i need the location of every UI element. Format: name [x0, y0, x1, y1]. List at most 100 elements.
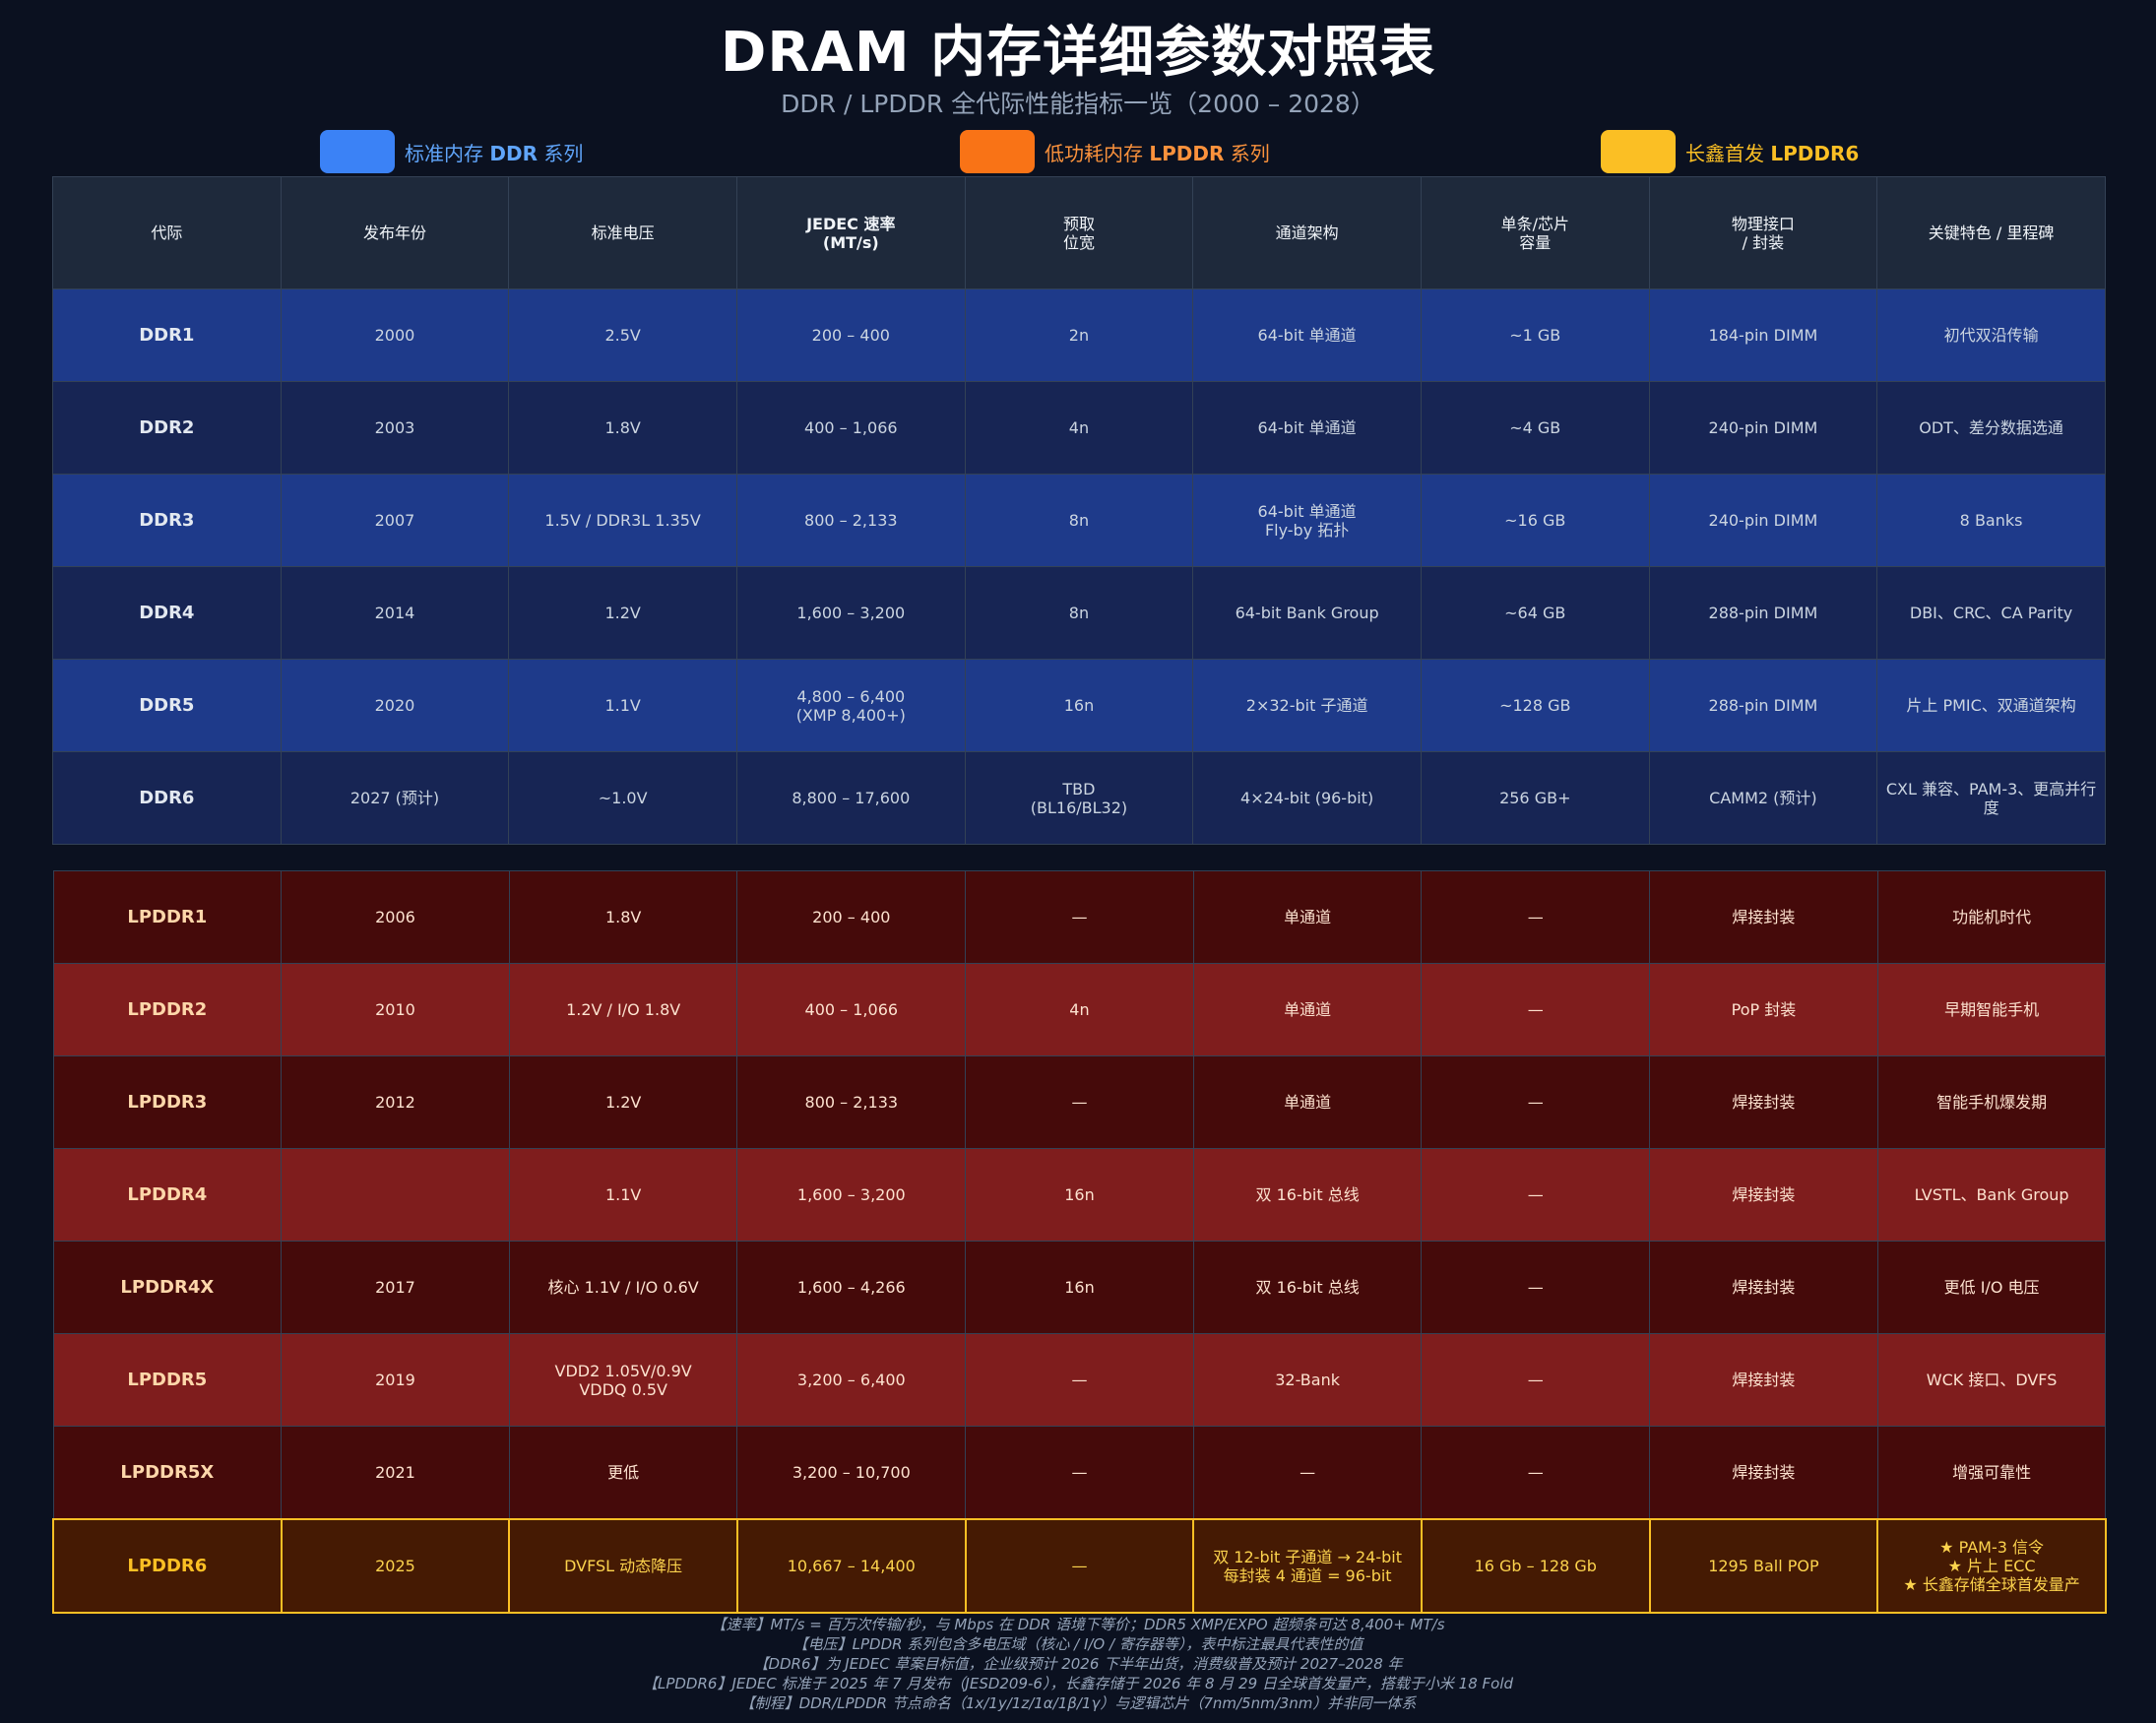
table-cell: 2012	[281, 1055, 510, 1149]
table-cell: 焊接封装	[1649, 1241, 1878, 1334]
table-cell: 64-bit 单通道 Fly-by 拓扑	[1192, 474, 1422, 567]
table-cell: 1.5V / DDR3L 1.35V	[508, 474, 737, 567]
table-cell: 8n	[964, 566, 1194, 660]
table-row: LPDDR2 2010 1.2V / I/O 1.8V 400 – 1,066 4n 单通…	[52, 963, 2107, 1056]
table-cell: 32-Bank	[1192, 1333, 1423, 1427]
table-cell: CXL 兼容、PAM-3、更高并行度	[1876, 751, 2106, 845]
table-cell: —	[1192, 1426, 1423, 1520]
generation-cell: LPDDR3	[52, 1055, 283, 1149]
column-header: 单条/芯片 容量	[1420, 176, 1650, 289]
table-cell: 200 – 400	[735, 288, 966, 382]
generation-cell: DDR1	[52, 288, 282, 382]
generation-cell: DDR3	[52, 474, 282, 567]
table-cell: 1.2V / I/O 1.8V	[508, 963, 738, 1056]
table-cell: 4×24-bit (96-bit)	[1192, 751, 1422, 845]
table-cell: 800 – 2,133	[735, 474, 966, 567]
table-cell: —	[1421, 1055, 1651, 1149]
column-header: 发布年份	[280, 176, 510, 289]
table-cell: 256 GB+	[1420, 751, 1650, 845]
table-cell: 更低 I/O 电压	[1876, 1241, 2107, 1334]
table-cell: —	[1421, 963, 1651, 1056]
table-cell: 焊接封装	[1649, 870, 1878, 964]
table-cell: 4n	[964, 381, 1194, 475]
table-cell: —	[1421, 1333, 1651, 1427]
table-row: LPDDR5 2019 VDD2 1.05V/0.9V VDDQ 0.5V 3,200…	[52, 1333, 2107, 1427]
table-cell: —	[964, 1518, 1195, 1614]
page-title: DRAM 内存详细参数对照表	[720, 21, 1436, 85]
generation-cell: DDR4	[52, 566, 282, 660]
table-row: DDR1 2000 2.5V 200 – 400 2n 64-bit 单通道 ~1 GB 18…	[52, 288, 2106, 382]
footnote-line: 【速率】MT/s = 百万次传输/秒，与 Mbps 在 DDR 语境下等价；DD…	[711, 1616, 1445, 1633]
table-cell: 184-pin DIMM	[1648, 288, 1878, 382]
table-cell: 240-pin DIMM	[1648, 474, 1878, 567]
legend-item: 长鑫首发 LPDDR6	[1601, 130, 1859, 173]
table-cell: 400 – 1,066	[735, 381, 966, 475]
table-cell: 16 Gb – 128 Gb	[1420, 1518, 1651, 1614]
table-cell: 焊接封装	[1649, 1055, 1878, 1149]
table-cell: 核心 1.1V / I/O 0.6V	[508, 1241, 738, 1334]
table-cell: 2019	[281, 1333, 510, 1427]
table-cell: —	[965, 1426, 1194, 1520]
page-subtitle: DDR / LPDDR 全代际性能指标一览（2000 – 2028）	[781, 90, 1375, 118]
table-cell: 焊接封装	[1649, 1333, 1878, 1427]
table-cell: 2003	[280, 381, 510, 475]
ddr-table-body: DDR1 2000 2.5V 200 – 400 2n 64-bit 单通道 ~1 GB 18…	[52, 288, 2106, 845]
table-cell: 2.5V	[508, 288, 737, 382]
legend-item: 低功耗内存 LPDDR 系列	[960, 130, 1270, 173]
table-row: LPDDR4X 2017 核心 1.1V / I/O 0.6V 1,600 – 4,2…	[52, 1241, 2107, 1334]
table-cell: 1,600 – 4,266	[736, 1241, 967, 1334]
table-cell: 64-bit 单通道	[1192, 288, 1422, 382]
table-cell: 2006	[281, 870, 510, 964]
generation-cell: LPDDR5X	[52, 1426, 283, 1520]
legend-item: 标准内存 DDR 系列	[320, 130, 583, 173]
table-cell: 双 16-bit 总线	[1192, 1148, 1423, 1242]
table-cell: 4,800 – 6,400 (XMP 8,400+)	[735, 659, 966, 752]
table-cell: —	[965, 1333, 1194, 1427]
table-cell: 8,800 – 17,600	[735, 751, 966, 845]
table-cell: DBI、CRC、CA Parity	[1876, 566, 2106, 660]
table-row: DDR4 2014 1.2V 1,600 – 3,200 8n 64-bit Bank G…	[52, 566, 2106, 660]
table-cell: 1295 Ball POP	[1648, 1518, 1879, 1614]
table-cell: WCK 接口、DVFS	[1876, 1333, 2107, 1427]
column-header: 通道架构	[1192, 176, 1422, 289]
table-cell: LVSTL、Bank Group	[1876, 1148, 2107, 1242]
table-cell: 2007	[280, 474, 510, 567]
table-cell: 288-pin DIMM	[1648, 659, 1878, 752]
table-cell: 双 12-bit 子通道 → 24-bit 每封装 4 通道 = 96-bit	[1192, 1518, 1423, 1614]
table-row: LPDDR1 2006 1.8V 200 – 400— 单通道 — 焊接封装 功能机时代	[52, 870, 2107, 964]
legend-swatch	[320, 130, 395, 173]
table-row: DDR6 2027 (预计) ~1.0V 8,800 – 17,600 TBD (BL1…	[52, 751, 2106, 845]
table-cell: 1,600 – 3,200	[735, 566, 966, 660]
table-cell: DVFSL 动态降压	[508, 1518, 738, 1614]
table-cell: 2021	[281, 1426, 510, 1520]
table-cell: 单通道	[1192, 963, 1423, 1056]
footnote-line: 【DDR6】为 JEDEC 草案目标值，企业级预计 2026 下半年出货，消费级…	[753, 1655, 1403, 1673]
table-cell	[281, 1148, 510, 1242]
table-row: LPDDR5X 2021 更低 3,200 – 10,700— — — 焊接封装 增强可靠性	[52, 1426, 2107, 1520]
generation-cell: LPDDR5	[52, 1333, 283, 1427]
table-cell: —	[1421, 1241, 1651, 1334]
table-cell: 1.1V	[508, 659, 737, 752]
table-cell: 早期智能手机	[1876, 963, 2107, 1056]
generation-cell: DDR2	[52, 381, 282, 475]
table-cell: ~1.0V	[508, 751, 737, 845]
table-row: LPDDR6 2025 DVFSL 动态降压 10,667 – 14,400— 双 12…	[52, 1518, 2107, 1614]
table-cell: 800 – 2,133	[736, 1055, 967, 1149]
table-cell: 3,200 – 6,400	[736, 1333, 967, 1427]
table-cell: 片上 PMIC、双通道架构	[1876, 659, 2106, 752]
table-cell: 3,200 – 10,700	[736, 1426, 967, 1520]
table-cell: ~64 GB	[1420, 566, 1650, 660]
table-cell: 1.2V	[508, 1055, 738, 1149]
table-row: DDR2 2003 1.8V 400 – 1,066 4n 64-bit 单通道 ~4 GB…	[52, 381, 2106, 475]
legend-swatch	[1601, 130, 1676, 173]
column-header: 代际	[52, 176, 282, 289]
table-cell: ODT、差分数据选通	[1876, 381, 2106, 475]
table-cell: 1.1V	[508, 1148, 738, 1242]
generation-cell: LPDDR1	[52, 870, 283, 964]
footnote-line: 【制程】DDR/LPDDR 节点命名（1x/1y/1z/1α/1β/1γ）与逻辑…	[739, 1694, 1417, 1712]
table-cell: ~1 GB	[1420, 288, 1650, 382]
table-cell: 1.8V	[508, 381, 737, 475]
table-cell: 智能手机爆发期	[1876, 1055, 2107, 1149]
table-cell: 单通道	[1192, 1055, 1423, 1149]
legend-label: 低功耗内存 LPDDR 系列	[1045, 141, 1270, 165]
